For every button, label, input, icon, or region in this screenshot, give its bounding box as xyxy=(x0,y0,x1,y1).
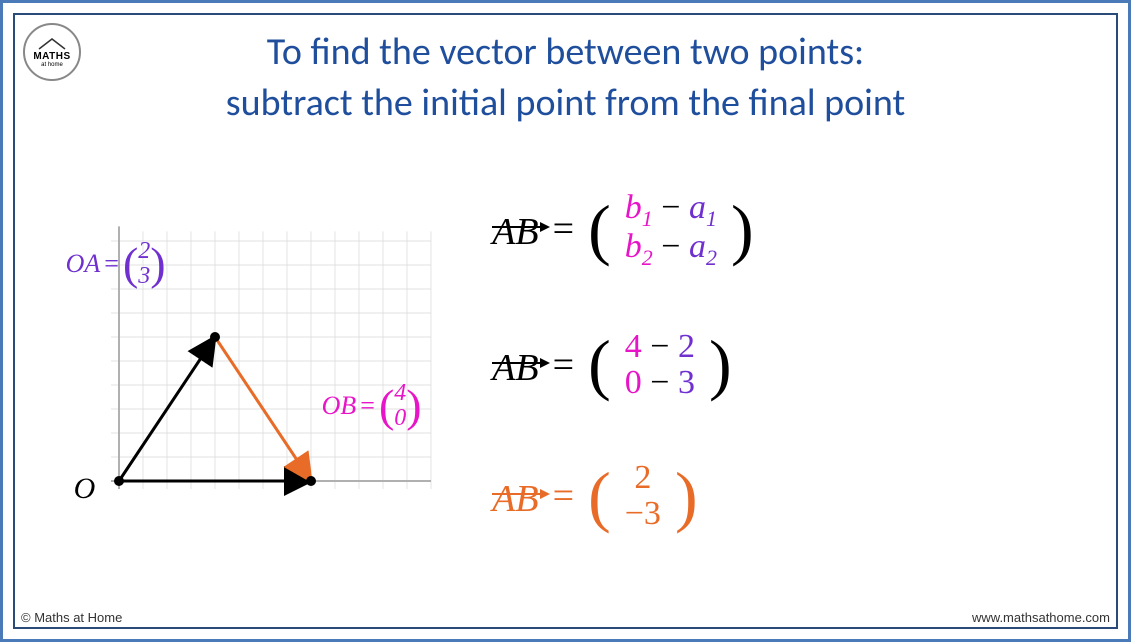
paren-close-eq2: ) xyxy=(709,344,732,385)
ob-bottom: 0 xyxy=(394,406,406,431)
origin-label: O xyxy=(74,472,96,506)
footer: © Maths at Home www.mathsathome.com xyxy=(21,610,1110,625)
inner-frame: MATHS at home To find the vector between… xyxy=(13,13,1118,629)
website-url: www.mathsathome.com xyxy=(972,610,1110,625)
eq2-row2: 0 − 3 xyxy=(625,365,695,401)
eq3-column: 2 −3 xyxy=(625,460,661,531)
logo-text-2: at home xyxy=(41,62,63,68)
equation-1: AB = ( b1 − a1 b2 − a2 ) xyxy=(492,190,1076,270)
eq2-vec: AB xyxy=(492,340,538,390)
eq3-vec: AB xyxy=(492,471,538,521)
oa-top: 2 xyxy=(138,239,150,264)
paren-close: ) xyxy=(150,250,165,278)
oa-label: OA = ( 2 3 ) xyxy=(66,239,166,289)
arrow-icon-3 xyxy=(492,465,540,509)
arrow-icon-2 xyxy=(492,334,540,378)
equation-3: AB = ( 2 −3 ) xyxy=(492,460,1076,531)
logo-text-1: MATHS xyxy=(33,51,70,62)
eq2-equals: = xyxy=(553,343,574,387)
eq1-minus2: − xyxy=(653,228,689,265)
eq2-minus1: − xyxy=(642,328,678,365)
eq1-b1-sub: 1 xyxy=(642,205,653,230)
paren-close-eq1: ) xyxy=(731,209,754,250)
copyright: © Maths at Home xyxy=(21,610,122,625)
paren-open-2: ( xyxy=(379,392,394,420)
ob-label: OB = ( 4 0 ) xyxy=(322,381,422,431)
title-line-1: To find the vector between two points: xyxy=(15,27,1116,78)
eq1-a2: a xyxy=(689,228,706,265)
eq1-a1-sub: 1 xyxy=(706,205,717,230)
content-area: OA = ( 2 3 ) OB = ( xyxy=(15,130,1116,592)
eq1-row2: b2 − a2 xyxy=(625,229,717,269)
paren-open-eq2: ( xyxy=(588,344,611,385)
paren-open: ( xyxy=(123,250,138,278)
eq2-column: 4 − 2 0 − 3 xyxy=(625,329,695,400)
eq2-row1: 4 − 2 xyxy=(625,329,695,365)
eq1-row1: b1 − a1 xyxy=(625,190,717,230)
eq2-a2: 3 xyxy=(678,364,695,401)
paren-open-eq1: ( xyxy=(588,209,611,250)
oa-eq: = xyxy=(104,249,119,279)
eq3-equals: = xyxy=(553,474,574,518)
paren-close-eq3: ) xyxy=(675,476,698,517)
ob-top: 4 xyxy=(394,381,406,406)
ob-column: 4 0 xyxy=(394,381,406,431)
eq2-a1: 2 xyxy=(678,328,695,365)
eq1-a2-sub: 2 xyxy=(706,245,717,270)
page-title: To find the vector between two points: s… xyxy=(15,15,1116,130)
oa-bottom: 3 xyxy=(138,264,150,289)
eq1-b2-sub: 2 xyxy=(642,245,653,270)
title-line-2: subtract the initial point from the fina… xyxy=(15,78,1116,129)
eq3-row2: −3 xyxy=(625,496,661,532)
ob-name: OB xyxy=(322,391,357,421)
roof-icon xyxy=(37,37,67,51)
paren-open-eq3: ( xyxy=(588,476,611,517)
eq3-row1: 2 xyxy=(625,460,661,496)
paren-close-2: ) xyxy=(406,392,421,420)
eq1-vec: AB xyxy=(492,204,538,254)
vector-diagram: OA = ( 2 3 ) OB = ( xyxy=(74,181,454,561)
eq1-a1: a xyxy=(689,189,706,226)
oa-name: OA xyxy=(66,249,101,279)
eq1-b1: b xyxy=(625,189,642,226)
equation-2: AB = ( 4 − 2 0 − 3 ) xyxy=(492,329,1076,400)
eq2-b2: 0 xyxy=(625,364,642,401)
ob-eq: = xyxy=(360,391,375,421)
logo-badge: MATHS at home xyxy=(23,23,81,81)
equations-panel: AB = ( b1 − a1 b2 − a2 ) xyxy=(482,150,1086,592)
eq2-minus2: − xyxy=(642,364,678,401)
eq1-b2: b xyxy=(625,228,642,265)
eq1-equals: = xyxy=(553,207,574,251)
eq1-minus1: − xyxy=(653,189,689,226)
arrow-icon xyxy=(492,198,540,242)
outer-frame: MATHS at home To find the vector between… xyxy=(0,0,1131,642)
eq1-column: b1 − a1 b2 − a2 xyxy=(625,190,717,270)
diagram-panel: OA = ( 2 3 ) OB = ( xyxy=(45,150,482,592)
oa-column: 2 3 xyxy=(138,239,150,289)
eq2-b1: 4 xyxy=(625,328,642,365)
